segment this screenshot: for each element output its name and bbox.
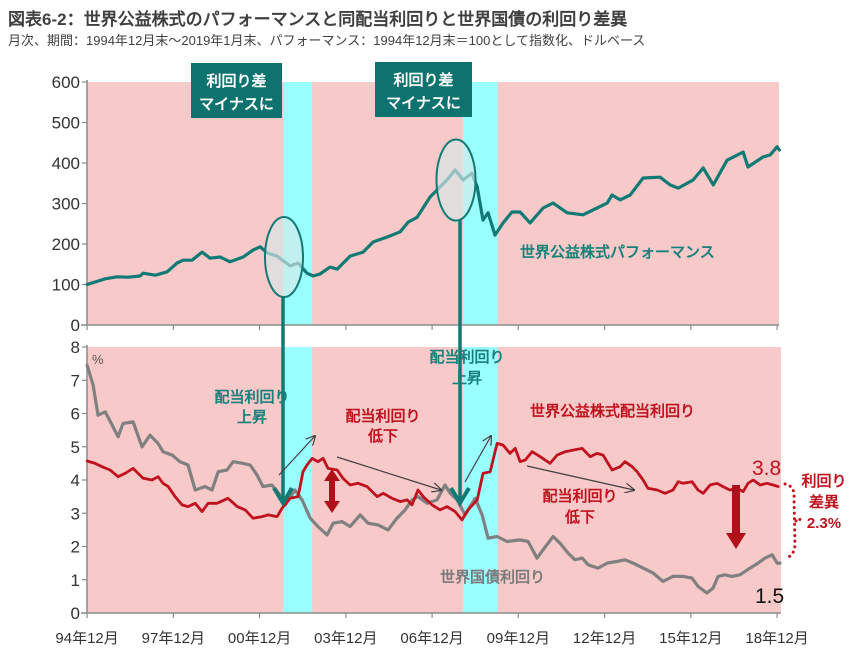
series-line-dividend-yield (85, 442, 780, 522)
y-tick-label: 3 (71, 504, 80, 523)
x-tick-label: 12年12月 (573, 630, 636, 647)
fall-label-2-line-2: 低下 (564, 508, 595, 526)
plot-background (87, 82, 779, 325)
trend-arrow-fall-1 (336, 456, 441, 490)
y-tick-label: 4 (71, 471, 80, 490)
yield-gap-negative-box-1: 利回り差 マイナスに (191, 63, 282, 118)
rise-label-1-line-2: 上昇 (237, 409, 267, 426)
x-tick-label: 00年12月 (228, 630, 291, 647)
y-tick-label: 600 (52, 73, 80, 92)
yield-gap-negative-box-2: 利回り差 マイナスに (375, 62, 472, 117)
y-tick-label: 2 (71, 538, 80, 557)
spread-double-arrow (324, 469, 340, 513)
fall-label-1-line-1: 配当利回り (345, 407, 420, 425)
bond-yield-series-label: 世界国債利回り (440, 568, 545, 586)
rise-label-2-line-1: 配当利回り (429, 348, 504, 366)
yield-plot: 0 1 2 3 4 5 6 7 8 94年12月 97年12月 00年12月 03年12月 06年12月 0… (55, 338, 808, 647)
annotation-box-line-2: マイナスに (199, 96, 274, 113)
y-tick-label: 0 (71, 604, 80, 623)
unit-label: % (92, 352, 104, 367)
x-tick-label: 03年12月 (314, 630, 377, 647)
rise-label-1-line-1: 配当利回り (214, 388, 289, 406)
annotation-box-line-1: 利回り差 (393, 71, 453, 89)
series-line-bond-yield (85, 363, 782, 595)
chart-title: 図表6-2：世界公益株式のパフォーマンスと同配当利回りと世界国債の利回り差異 (8, 9, 627, 29)
plot-background (87, 347, 781, 613)
x-tick-label: 15年12月 (659, 630, 722, 647)
spread-down-arrow (726, 485, 746, 549)
x-tick-label: 97年12月 (142, 630, 205, 647)
dividend-yield-series-label: 世界公益株式配当利回り (530, 402, 695, 420)
highlight-ellipse-1 (264, 216, 304, 298)
y-tick-label: 6 (71, 405, 80, 424)
y-tick-label: 8 (71, 338, 80, 357)
spread-label-line-2: 差異 (809, 493, 839, 511)
y-tick-label: 500 (52, 114, 80, 133)
trend-arrow-fall-2 (526, 465, 634, 490)
annotation-box-bg (375, 62, 472, 117)
y-tick-label: 400 (52, 154, 80, 173)
connector-arrow-2 (449, 220, 471, 507)
rise-label-2-line-2: 上昇 (452, 370, 482, 387)
y-tick-label: 100 (52, 276, 80, 295)
performance-series-label: 世界公益株式パフォーマンス (520, 243, 715, 261)
y-tick-label: 7 (71, 371, 80, 390)
y-tick-label: 300 (52, 195, 80, 214)
y-tick-label: 200 (52, 235, 80, 254)
chart-subtitle: 月次、期間：1994年12月末～2019年1月末、パフォーマンス：1994年12… (8, 33, 645, 48)
highlight-ellipse-2 (435, 138, 477, 222)
trend-arrow-rise-2 (464, 436, 491, 483)
spread-label-line-1: 利回り (801, 472, 846, 490)
dividend-yield-end-value: 3.8 (752, 457, 781, 480)
x-tick-label: 94年12月 (55, 630, 118, 647)
y-tick-label: 5 (71, 438, 80, 457)
x-tick-label: 09年12月 (487, 630, 550, 647)
y-tick-label: 1 (71, 571, 80, 590)
fall-label-2-line-1: 配当利回り (542, 487, 617, 505)
spread-bracket (783, 482, 797, 560)
spread-bracket-pointer (794, 517, 803, 523)
bond-yield-end-value: 1.5 (755, 585, 784, 608)
trend-arrow-rise-1 (278, 436, 315, 476)
y-tick-label: 0 (71, 316, 80, 335)
negative-yield-gap-band-1 (283, 347, 313, 613)
spread-value: 2.3% (807, 515, 841, 532)
annotation-box-bg (191, 63, 282, 118)
fall-label-1-line-2: 低下 (367, 427, 398, 445)
x-tick-label: 06年12月 (400, 630, 463, 647)
x-tick-label: 18年12月 (745, 630, 808, 647)
connector-arrow-1 (272, 297, 294, 507)
annotation-box-line-1: 利回り差 (206, 72, 266, 90)
annotation-box-line-2: マイナスに (386, 95, 461, 112)
